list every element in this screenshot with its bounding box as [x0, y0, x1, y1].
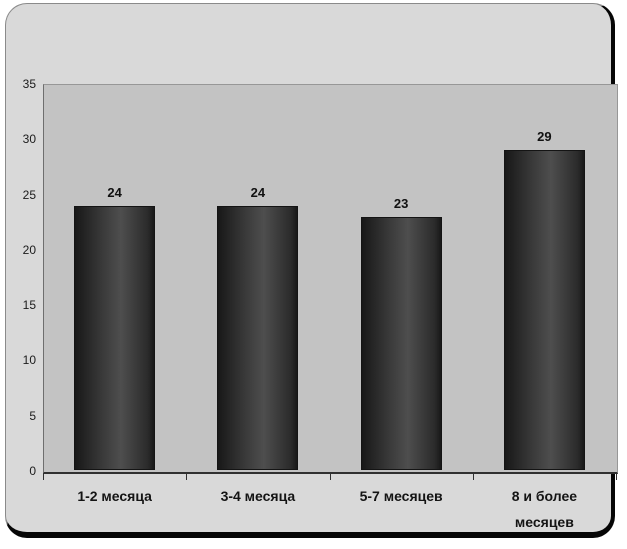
x-axis-tick — [329, 473, 331, 480]
bar — [74, 205, 156, 470]
bar-value-label: 23 — [393, 195, 409, 211]
chart-frame: 0 5 10 15 20 25 30 35 24 24 23 29 1-2 месяца 3-4 ме… — [5, 3, 618, 538]
y-tick-label: 0 — [29, 464, 36, 478]
bar — [503, 150, 585, 470]
x-category-label: 3-4 месяца — [220, 488, 296, 504]
y-tick-label: 5 — [29, 408, 36, 423]
y-tick-label: 25 — [22, 187, 36, 202]
x-category-label: 8 и более месяцев — [511, 488, 578, 530]
x-category-label: 1-2 месяца — [77, 488, 152, 504]
x-axis-tick — [186, 473, 188, 480]
y-tick-label: 10 — [22, 353, 36, 368]
y-tick-label: 35 — [22, 77, 36, 91]
bar-value-label: 29 — [537, 129, 552, 145]
x-axis-tick — [472, 473, 474, 480]
bar — [360, 216, 442, 470]
x-axis-tick — [43, 473, 44, 480]
bar-value-label: 24 — [250, 184, 266, 200]
bar-value-label: 24 — [107, 184, 122, 200]
bar — [217, 205, 299, 470]
y-tick-label: 20 — [22, 242, 36, 257]
y-tick-label: 15 — [22, 298, 36, 313]
x-axis-tick — [616, 473, 617, 480]
y-tick-label: 30 — [22, 132, 36, 147]
x-category-label: 5-7 месяцев — [359, 488, 443, 504]
